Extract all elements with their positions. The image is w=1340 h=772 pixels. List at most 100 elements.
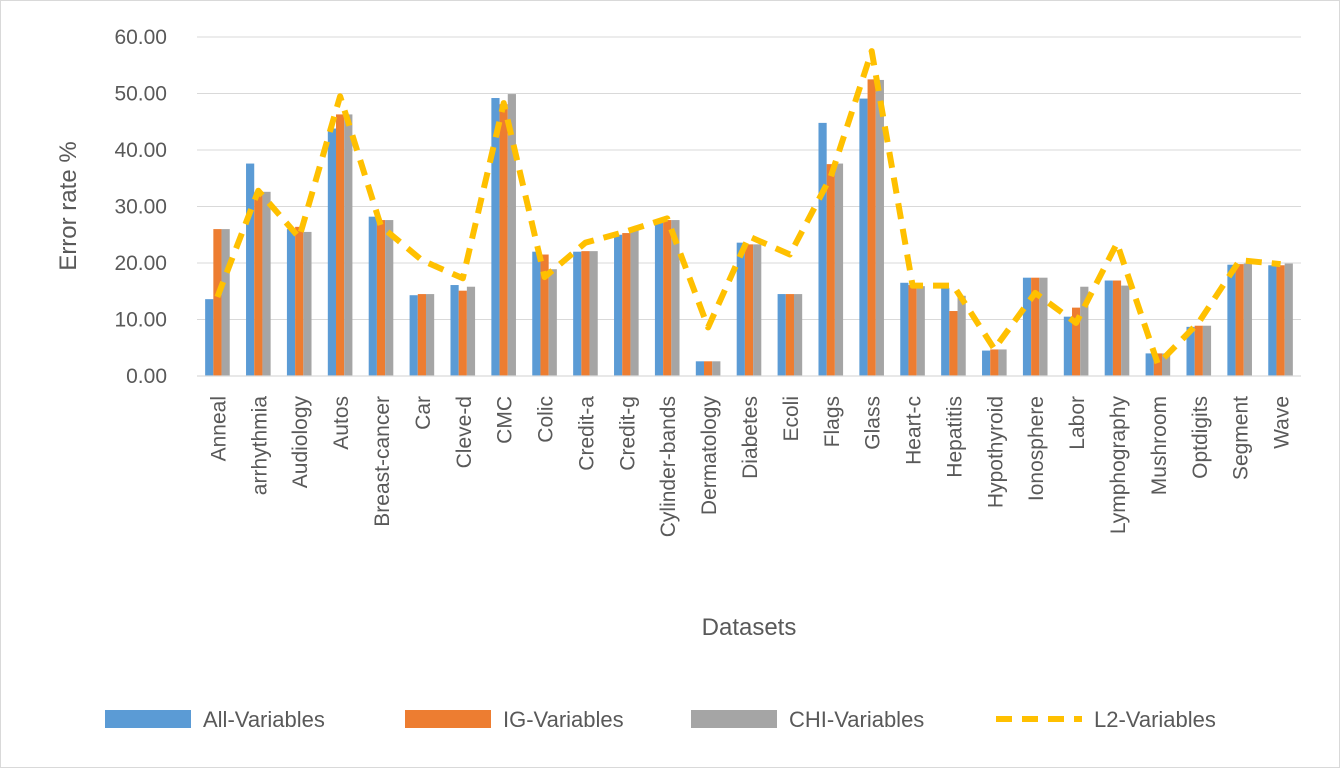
bar-chi-variables-optdigits — [1202, 325, 1212, 376]
x-axis-title: Datasets — [702, 614, 797, 641]
bar-all-variables-colic — [532, 251, 541, 376]
bar-ig-variables-hepatitis — [949, 311, 958, 376]
legend-label-chi-variables: CHI-Variables — [789, 707, 924, 732]
legend-swatch-ig-variables — [405, 710, 491, 728]
bar-ig-variables-colic — [540, 254, 549, 376]
bar-chi-variables-heart-c — [916, 286, 925, 376]
x-tick-label-flags: Flags — [821, 396, 844, 447]
legend: All-Variables IG-Variables CHI-Variables L2… — [105, 707, 1216, 732]
x-tick-label-labor: Labor — [1066, 396, 1089, 450]
bar-ig-variables-mushroom — [1153, 353, 1162, 376]
bar-all-variables-labor — [1063, 316, 1073, 376]
x-tick-label-car: Car — [412, 396, 435, 430]
bar-all-variables-credit-g — [614, 234, 623, 376]
bar-chi-variables-lymphography — [1121, 285, 1130, 376]
bar-ig-variables-ecoli — [785, 294, 794, 376]
x-tick-label-wave: Wave — [1271, 396, 1294, 449]
bar-ig-variables-flags — [826, 164, 835, 376]
x-tick-label-arrhythmia: arrhythmia — [248, 396, 271, 496]
bar-chi-variables-credit-a — [589, 251, 598, 376]
bar-ig-variables-heart-c — [908, 285, 917, 376]
bar-all-variables-cleve-d — [450, 285, 459, 376]
y-tick-label: 10.00 — [114, 309, 167, 332]
bar-all-variables-car — [409, 295, 418, 376]
y-tick-label: 0.00 — [126, 365, 167, 388]
x-tick-label-ionosphere: Ionosphere — [1025, 396, 1048, 501]
x-tick-label-heart-c: Heart-c — [903, 396, 926, 465]
legend-label-ig-variables: IG-Variables — [503, 707, 624, 732]
x-tick-label-colic: Colic — [535, 396, 558, 443]
bar-all-variables-segment — [1227, 264, 1236, 376]
bar-chi-variables-credit-g — [630, 229, 639, 376]
x-tick-label-hypothyroid: Hypothyroid — [984, 396, 1007, 508]
bar-chi-variables-breast-cancer — [385, 220, 394, 376]
bar-all-variables-credit-a — [573, 251, 582, 376]
y-tick-label: 20.00 — [114, 252, 167, 275]
bar-all-variables-hypothyroid — [982, 350, 991, 376]
y-tick-label: 40.00 — [114, 139, 167, 162]
bar-chi-variables-anneal — [221, 229, 230, 376]
x-tick-label-dermatology: Dermatology — [698, 396, 721, 516]
x-tick-label-ecoli: Ecoli — [780, 396, 803, 442]
bar-chi-variables-glass — [875, 79, 884, 376]
x-tick-label-credit-g: Credit-g — [616, 396, 639, 471]
bar-ig-variables-cleve-d — [458, 290, 467, 376]
bar-all-variables-autos — [327, 128, 337, 376]
x-tick-label-diabetes: Diabetes — [739, 396, 762, 479]
x-tick-label-cleve-d: Cleve-d — [453, 396, 476, 468]
x-tick-label-cylinder-bands: Cylinder-bands — [657, 396, 680, 537]
bar-chi-variables-ecoli — [793, 294, 803, 376]
bar-all-variables-glass — [859, 98, 868, 377]
bar-all-variables-optdigits — [1186, 326, 1195, 376]
bar-chi-variables-hypothyroid — [998, 349, 1007, 376]
line-l2-variables — [214, 48, 1281, 368]
x-tick-label-credit-a: Credit-a — [575, 396, 598, 471]
bar-ig-variables-anneal — [213, 229, 222, 376]
bar-all-variables-flags — [818, 122, 827, 376]
bar-chi-variables-flags — [834, 163, 844, 376]
bar-all-variables-cylinder-bands — [654, 220, 664, 376]
legend-swatch-chi-variables — [691, 710, 777, 728]
bar-chi-variables-autos — [344, 114, 353, 376]
bar-ig-variables-car — [417, 294, 426, 376]
bar-chi-variables-colic — [548, 269, 557, 376]
bar-ig-variables-breast-cancer — [376, 220, 386, 376]
y-axis-title: Error rate % — [55, 141, 82, 270]
l2-line-layer — [214, 48, 1281, 368]
bar-ig-variables-diabetes — [744, 244, 754, 376]
bar-all-variables-heart-c — [900, 282, 909, 376]
x-tick-label-anneal: Anneal — [207, 396, 230, 461]
bar-chi-variables-mushroom — [1161, 353, 1171, 376]
bar-chi-variables-dermatology — [712, 361, 721, 376]
bar-chi-variables-cylinder-bands — [671, 220, 680, 376]
bar-all-variables-dermatology — [695, 361, 705, 376]
bar-all-variables-lymphography — [1104, 280, 1113, 376]
bar-ig-variables-glass — [867, 79, 876, 376]
bar-chi-variables-cleve-d — [466, 286, 476, 376]
bar-ig-variables-lymphography — [1112, 280, 1122, 376]
bar-ig-variables-cmc — [499, 104, 508, 377]
bar-all-variables-hepatitis — [941, 287, 950, 376]
bar-all-variables-wave — [1268, 265, 1277, 376]
y-tick-label: 30.00 — [114, 196, 167, 219]
bar-ig-variables-wave — [1276, 265, 1285, 376]
legend-label-all-variables: All-Variables — [203, 707, 325, 732]
bar-all-variables-audiology — [286, 229, 296, 376]
bar-all-variables-anneal — [205, 299, 214, 376]
bar-chi-variables-cmc — [507, 94, 516, 376]
x-tick-label-autos: Autos — [330, 396, 353, 450]
bars — [205, 79, 1293, 377]
x-tick-label-mushroom: Mushroom — [1148, 396, 1171, 495]
bar-chi-variables-labor — [1080, 286, 1089, 376]
bar-chi-variables-car — [425, 294, 435, 376]
bar-all-variables-ionosphere — [1022, 277, 1032, 376]
bar-ig-variables-optdigits — [1194, 325, 1203, 376]
bar-chi-variables-ionosphere — [1039, 277, 1048, 376]
bar-chi-variables-hepatitis — [957, 295, 966, 376]
bar-ig-variables-ionosphere — [1031, 277, 1040, 376]
bar-ig-variables-autos — [336, 114, 345, 376]
bar-chi-variables-audiology — [303, 231, 312, 376]
bar-chi-variables-segment — [1243, 263, 1252, 376]
